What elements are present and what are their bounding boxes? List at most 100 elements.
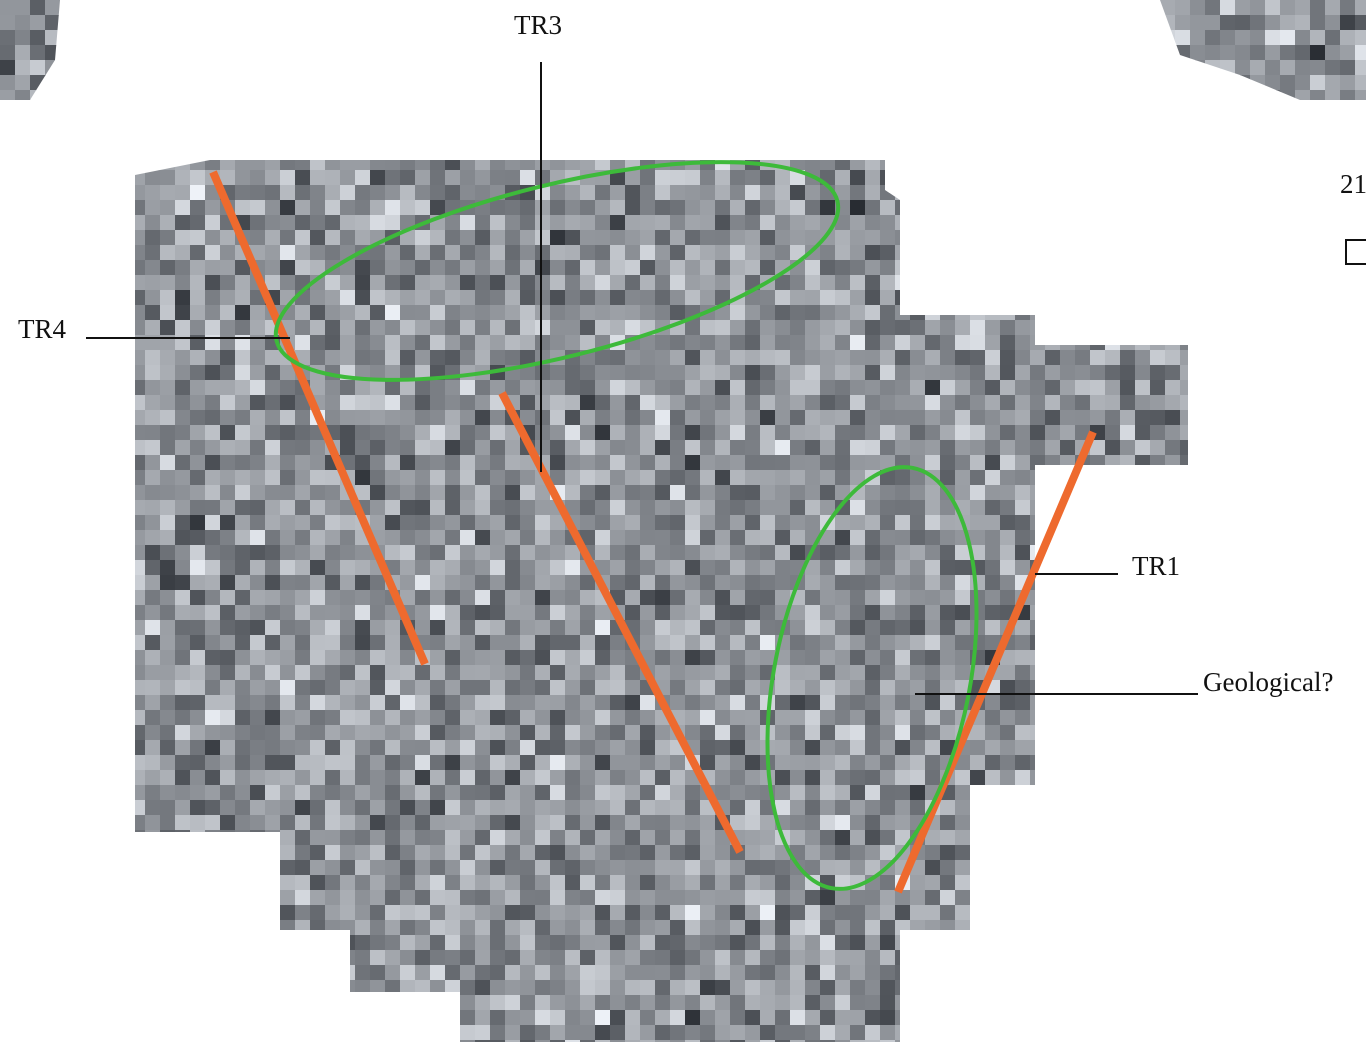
survey-pixel <box>445 950 461 966</box>
survey-pixel <box>190 755 206 771</box>
survey-pixel <box>490 815 506 831</box>
survey-pixel <box>895 575 911 591</box>
survey-pixel <box>1030 965 1046 981</box>
survey-pixel <box>520 890 536 906</box>
survey-pixel <box>835 890 851 906</box>
survey-pixel <box>805 620 821 636</box>
survey-pixel <box>280 710 296 726</box>
survey-pixel <box>805 470 821 486</box>
survey-pixel <box>595 230 611 246</box>
survey-pixel <box>60 60 76 76</box>
survey-pixel <box>1150 275 1166 291</box>
survey-pixel <box>175 350 191 366</box>
survey-pixel <box>760 950 776 966</box>
survey-pixel <box>175 785 191 801</box>
survey-pixel <box>850 275 866 291</box>
survey-pixel <box>145 185 161 201</box>
survey-pixel <box>490 590 506 606</box>
survey-pixel <box>145 230 161 246</box>
survey-pixel <box>130 950 146 966</box>
survey-pixel <box>895 320 911 336</box>
survey-pixel <box>340 695 356 711</box>
survey-pixel <box>865 920 881 936</box>
survey-pixel <box>1090 275 1106 291</box>
survey-pixel <box>805 500 821 516</box>
survey-pixel <box>1180 725 1196 741</box>
survey-pixel <box>1000 845 1016 861</box>
survey-pixel <box>550 950 566 966</box>
survey-pixel <box>1075 710 1091 726</box>
survey-pixel <box>505 710 521 726</box>
survey-pixel <box>160 635 176 651</box>
survey-pixel <box>550 545 566 561</box>
survey-pixel <box>940 980 956 996</box>
survey-pixel <box>325 230 341 246</box>
survey-pixel <box>325 665 341 681</box>
survey-pixel <box>685 665 701 681</box>
survey-pixel <box>820 920 836 936</box>
survey-pixel <box>955 905 971 921</box>
survey-pixel <box>595 965 611 981</box>
survey-pixel <box>370 425 386 441</box>
survey-pixel <box>1030 230 1046 246</box>
survey-pixel <box>1060 230 1076 246</box>
survey-pixel <box>970 320 986 336</box>
survey-pixel <box>220 890 236 906</box>
survey-pixel <box>970 815 986 831</box>
survey-pixel <box>790 1010 806 1026</box>
survey-pixel <box>190 980 206 996</box>
survey-pixel <box>985 605 1001 621</box>
survey-pixel <box>670 260 686 276</box>
survey-pixel <box>895 935 911 951</box>
survey-pixel <box>415 545 431 561</box>
survey-pixel <box>1250 0 1266 16</box>
survey-pixel <box>640 1025 656 1041</box>
survey-pixel <box>805 365 821 381</box>
survey-pixel <box>295 1040 311 1054</box>
survey-pixel <box>865 380 881 396</box>
survey-pixel <box>745 170 761 186</box>
survey-pixel <box>715 365 731 381</box>
survey-pixel <box>910 620 926 636</box>
survey-pixel <box>475 650 491 666</box>
survey-pixel <box>295 155 311 171</box>
survey-pixel <box>805 815 821 831</box>
survey-pixel <box>580 425 596 441</box>
survey-pixel <box>655 290 671 306</box>
survey-pixel <box>1105 305 1121 321</box>
survey-pixel <box>925 335 941 351</box>
survey-pixel <box>430 410 446 426</box>
survey-pixel <box>955 1010 971 1026</box>
survey-pixel <box>1325 15 1341 31</box>
survey-pixel <box>505 755 521 771</box>
survey-pixel <box>700 380 716 396</box>
survey-pixel <box>760 320 776 336</box>
survey-pixel <box>175 170 191 186</box>
survey-pixel <box>550 815 566 831</box>
survey-pixel <box>445 590 461 606</box>
survey-pixel <box>1030 500 1046 516</box>
survey-pixel <box>265 395 281 411</box>
survey-pixel <box>1015 470 1031 486</box>
survey-pixel <box>625 845 641 861</box>
survey-pixel <box>985 800 1001 816</box>
survey-pixel <box>475 605 491 621</box>
survey-pixel <box>520 515 536 531</box>
survey-pixel <box>520 845 536 861</box>
survey-pixel <box>505 200 521 216</box>
survey-pixel <box>970 215 986 231</box>
survey-pixel <box>700 845 716 861</box>
survey-pixel <box>475 740 491 756</box>
survey-pixel <box>205 800 221 816</box>
survey-pixel <box>805 380 821 396</box>
survey-pixel <box>880 410 896 426</box>
survey-pixel <box>1135 275 1151 291</box>
survey-pixel <box>295 590 311 606</box>
survey-pixel <box>1265 30 1281 46</box>
survey-pixel <box>910 365 926 381</box>
survey-pixel <box>685 635 701 651</box>
survey-pixel <box>190 440 206 456</box>
survey-pixel <box>280 215 296 231</box>
survey-pixel <box>1015 845 1031 861</box>
survey-pixel <box>205 995 221 1011</box>
